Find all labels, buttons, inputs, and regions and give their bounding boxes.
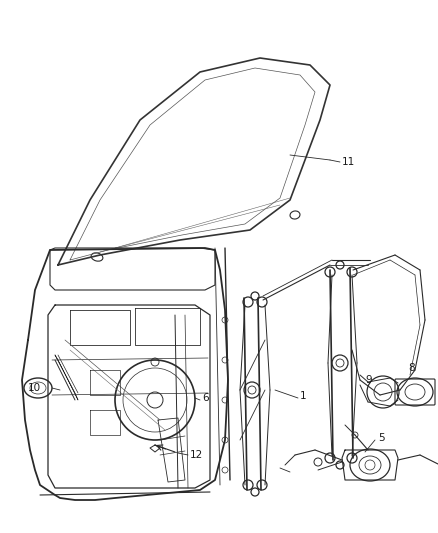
Text: 10: 10 bbox=[28, 383, 41, 393]
Text: 12: 12 bbox=[190, 450, 203, 460]
Text: 9: 9 bbox=[365, 375, 371, 385]
Text: 11: 11 bbox=[342, 157, 355, 167]
Text: 1: 1 bbox=[300, 391, 307, 401]
Text: 5: 5 bbox=[378, 433, 385, 443]
Text: 8: 8 bbox=[408, 363, 415, 373]
Text: 6: 6 bbox=[202, 393, 208, 403]
